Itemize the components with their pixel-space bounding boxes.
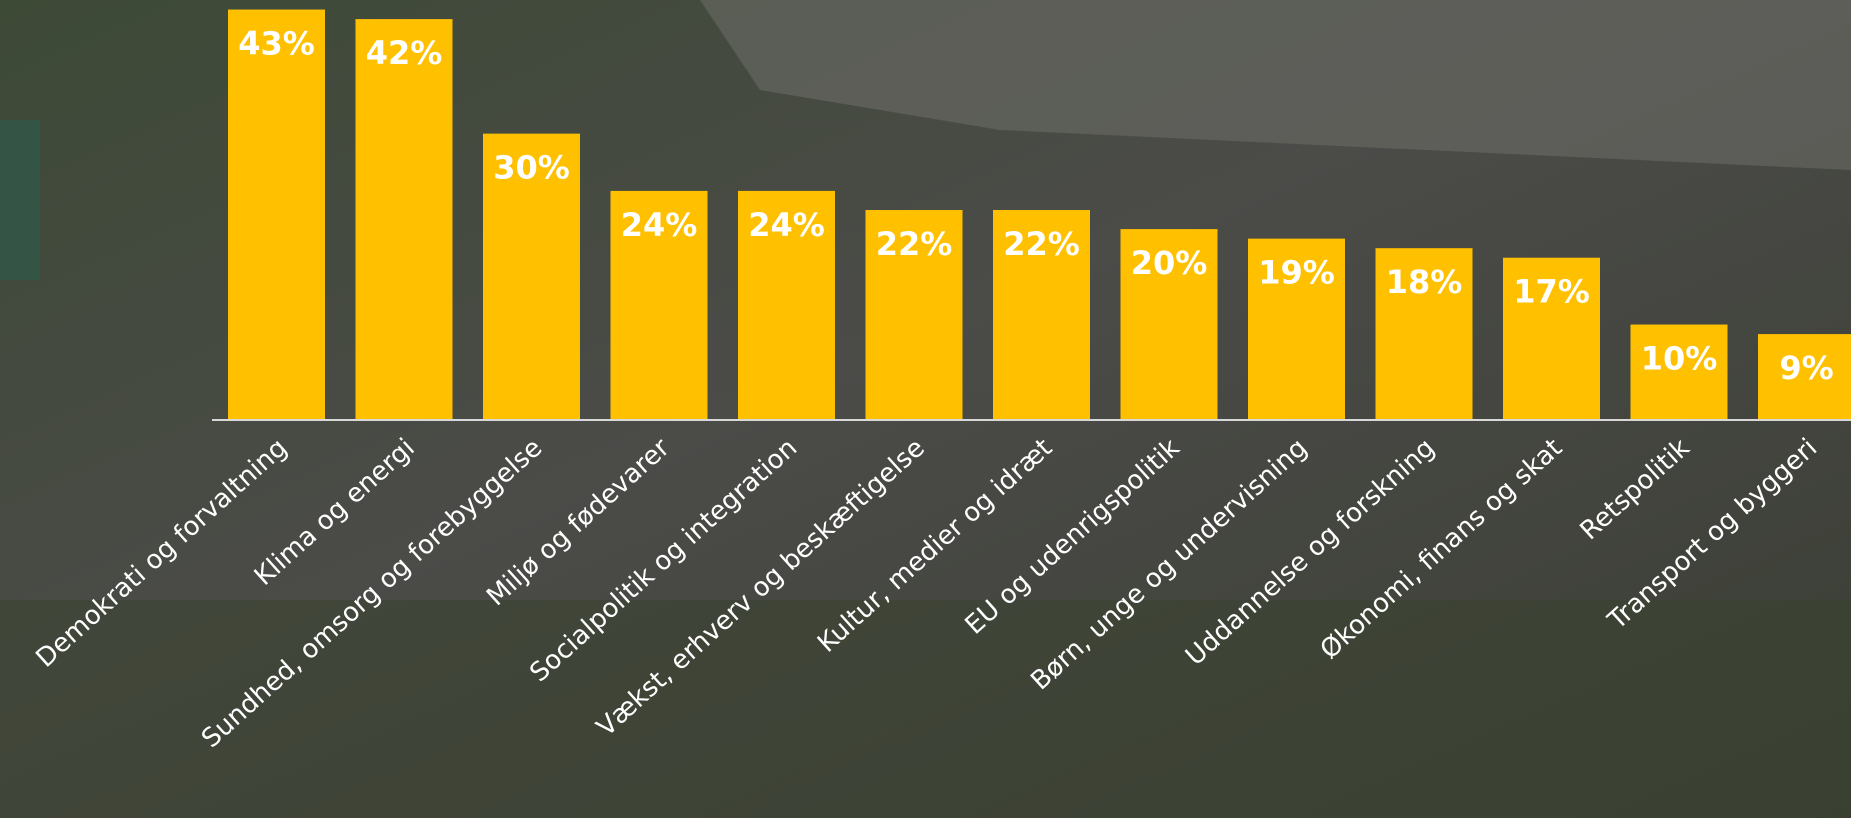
value-label: 22% — [876, 225, 953, 263]
background-tent — [700, 0, 1851, 170]
bar — [1120, 229, 1218, 420]
value-label: 10% — [1641, 340, 1718, 378]
value-label: 43% — [238, 25, 315, 63]
value-label: 19% — [1258, 254, 1335, 292]
value-label: 9% — [1779, 349, 1833, 387]
bar — [483, 133, 580, 421]
bar — [1630, 324, 1728, 420]
value-label: 30% — [493, 149, 570, 187]
bar — [993, 210, 1090, 420]
value-label: 24% — [748, 206, 825, 244]
value-label: 20% — [1131, 244, 1208, 282]
bar — [1375, 248, 1473, 420]
bar — [738, 190, 835, 420]
bar — [228, 9, 325, 421]
bar — [865, 210, 963, 420]
value-label: 42% — [366, 34, 443, 72]
bar — [1758, 334, 1851, 420]
bar — [610, 190, 708, 420]
bar — [1503, 257, 1600, 420]
value-label: 17% — [1513, 273, 1590, 311]
value-label: 18% — [1386, 263, 1463, 301]
bar — [355, 19, 453, 420]
background-grass — [0, 600, 1851, 818]
background-sign — [0, 120, 40, 280]
value-label: 22% — [1003, 225, 1080, 263]
value-label: 24% — [621, 206, 698, 244]
bar — [1248, 238, 1345, 420]
